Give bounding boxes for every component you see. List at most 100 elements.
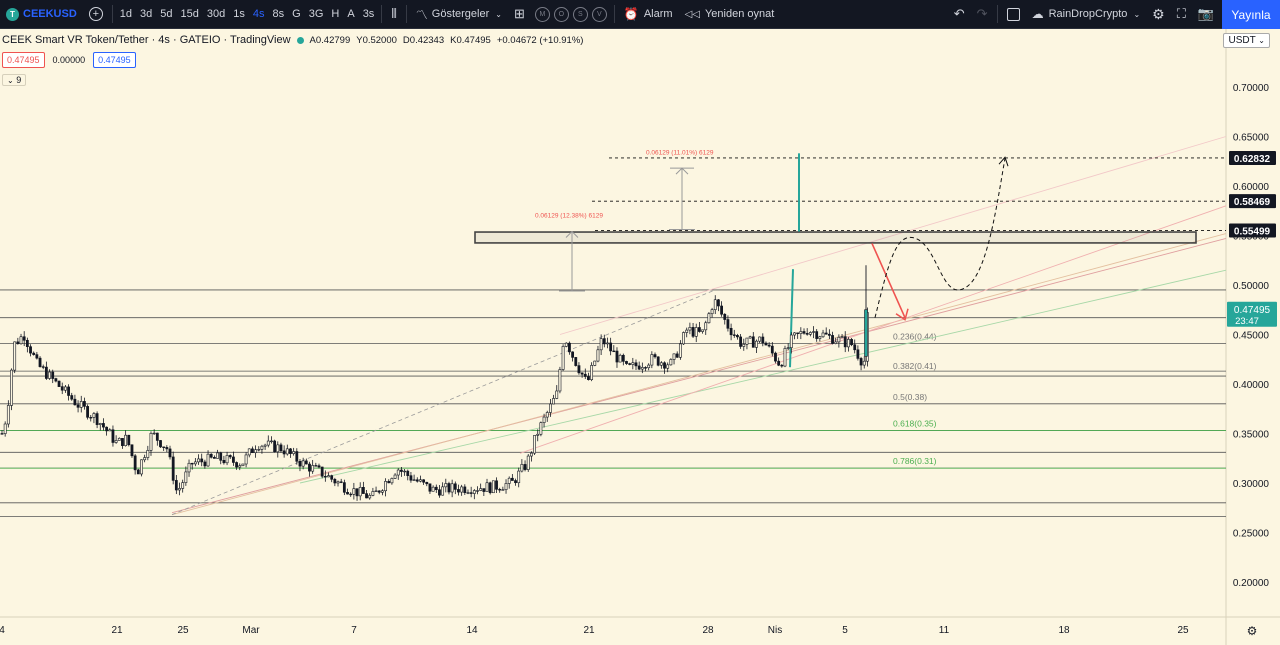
candle-body [216,452,219,459]
fib-level-label: 0.786(0.31) [893,456,937,466]
interval-button-3d[interactable]: 3d [140,8,153,20]
candle-body [70,395,74,400]
divider [111,5,113,23]
y-tick-label: 0.70000 [1233,83,1270,94]
candle-body [393,474,397,479]
template-circle-o[interactable]: O [553,6,569,22]
candle-body [850,339,853,346]
candle-body [301,460,305,467]
publish-button[interactable]: Yayınla [1222,0,1280,29]
candle-body [501,489,505,491]
candle-body [843,336,847,348]
candle-body [799,331,803,334]
ohlc-close: K0.47495 [450,34,491,46]
candle-body [856,349,860,359]
candle-body [824,332,828,335]
candle-body [235,462,238,468]
interval-button-30d[interactable]: 30d [206,8,226,20]
candle-body [561,346,565,370]
redo-button[interactable]: ↷ [971,0,994,29]
candle-body [599,338,603,351]
chart-legend: CEEK Smart VR Token/Tether · 4s · GATEIO… [2,34,583,46]
chart-type-button[interactable]: ⫴ [385,0,402,29]
y-tick-label: 0.40000 [1233,380,1270,391]
layout-name-button[interactable]: ☁ RainDropCrypto ⌄ [1026,0,1147,29]
layout-toggle-button[interactable] [1001,0,1026,29]
candle-body [152,432,156,435]
candle-body [133,455,137,471]
interval-button-8s[interactable]: 8s [272,8,285,20]
interval-button-3s[interactable]: 3s [362,8,375,20]
fullscreen-button[interactable]: ⛶ [1171,0,1192,29]
price-chart[interactable]: 0.700000.650000.600000.550000.500000.450… [0,29,1280,645]
candle-body [54,378,58,382]
candle-body [387,481,391,484]
candle-body [358,487,362,497]
candle-body [723,313,727,320]
alert-button[interactable]: ⏰ Alarm [618,0,679,29]
interval-button-15d[interactable]: 15d [180,8,199,20]
candle-body [317,465,321,468]
candle-body [612,350,616,353]
candle-body [466,492,470,494]
candle-body [22,336,26,341]
candle-body [732,334,736,336]
y-tick-label: 0.30000 [1233,479,1270,490]
interval-button-3G[interactable]: 3G [308,8,324,20]
candle-body [295,451,299,462]
candle-body [539,422,543,435]
ohlc-change: +0.04672 (+10.91%) [496,34,584,46]
candle-body [419,479,422,482]
candle-body [656,356,660,366]
template-circle-m[interactable]: M [534,6,550,22]
interval-button-A[interactable]: A [347,8,355,20]
channel-line [171,233,1227,516]
undo-button[interactable]: ↶ [948,0,971,29]
candle-body [238,465,242,468]
replay-button[interactable]: ◁◁ Yeniden oynat [679,0,781,29]
candle-body [304,460,308,465]
candle-body [184,471,188,483]
last-price-label: 0.47495 [1234,305,1271,316]
template-circle-s[interactable]: S [572,6,588,22]
indicators-button[interactable]: 〽 Göstergeler ⌄ [410,0,508,29]
symbol-search[interactable]: T CEEKUSD [0,0,83,29]
candle-body [311,465,315,472]
candle-body [149,433,153,451]
interval-button-G[interactable]: G [292,8,301,20]
chart-pane[interactable]: 0.700000.650000.600000.550000.500000.450… [0,29,1280,645]
currency-button[interactable]: USDT ⌄ [1223,33,1270,48]
candle-body [428,483,432,492]
indicator-collapse-toggle[interactable]: ⌄ 9 [2,74,27,86]
interval-button-1s[interactable]: 1s [233,8,245,20]
candle-body [770,345,774,354]
top-toolbar: T CEEKUSD + 1d 3d 5d 15d 30d 1s 4s 8s G 3G H A 3s ⫴ … [0,0,1280,29]
time-scale-settings-icon[interactable]: ⚙ [1247,624,1258,638]
buy-price-button[interactable]: 0.47495 [93,52,136,68]
candle-body [685,329,689,333]
add-symbol-button[interactable]: + [83,0,109,29]
sell-price-button[interactable]: 0.47495 [2,52,45,68]
template-circle-v[interactable]: V [591,6,607,22]
candle-body [102,423,105,428]
y-tick-label: 0.20000 [1233,578,1270,589]
gear-icon: ⚙ [1152,5,1165,22]
snapshot-button[interactable]: 📷 [1192,0,1220,29]
measure-arrow-head [565,230,579,238]
interval-button-5d[interactable]: 5d [160,8,173,20]
rewind-icon: ◁◁ [684,8,700,20]
x-tick-label: 4 [0,625,5,636]
candle-body [583,373,587,377]
interval-button-1d[interactable]: 1d [119,8,133,20]
candle-body [298,460,302,467]
candle-body [533,435,536,454]
settings-button[interactable]: ⚙ [1146,0,1171,29]
candle-body [422,479,426,483]
candle-body [602,338,606,345]
candle-body [447,483,451,493]
templates-button[interactable]: ⊞ [508,0,531,29]
interval-button-4s[interactable]: 4s [252,8,265,20]
interval-button-H[interactable]: H [331,8,340,20]
target-price-label-bg [1229,150,1276,165]
